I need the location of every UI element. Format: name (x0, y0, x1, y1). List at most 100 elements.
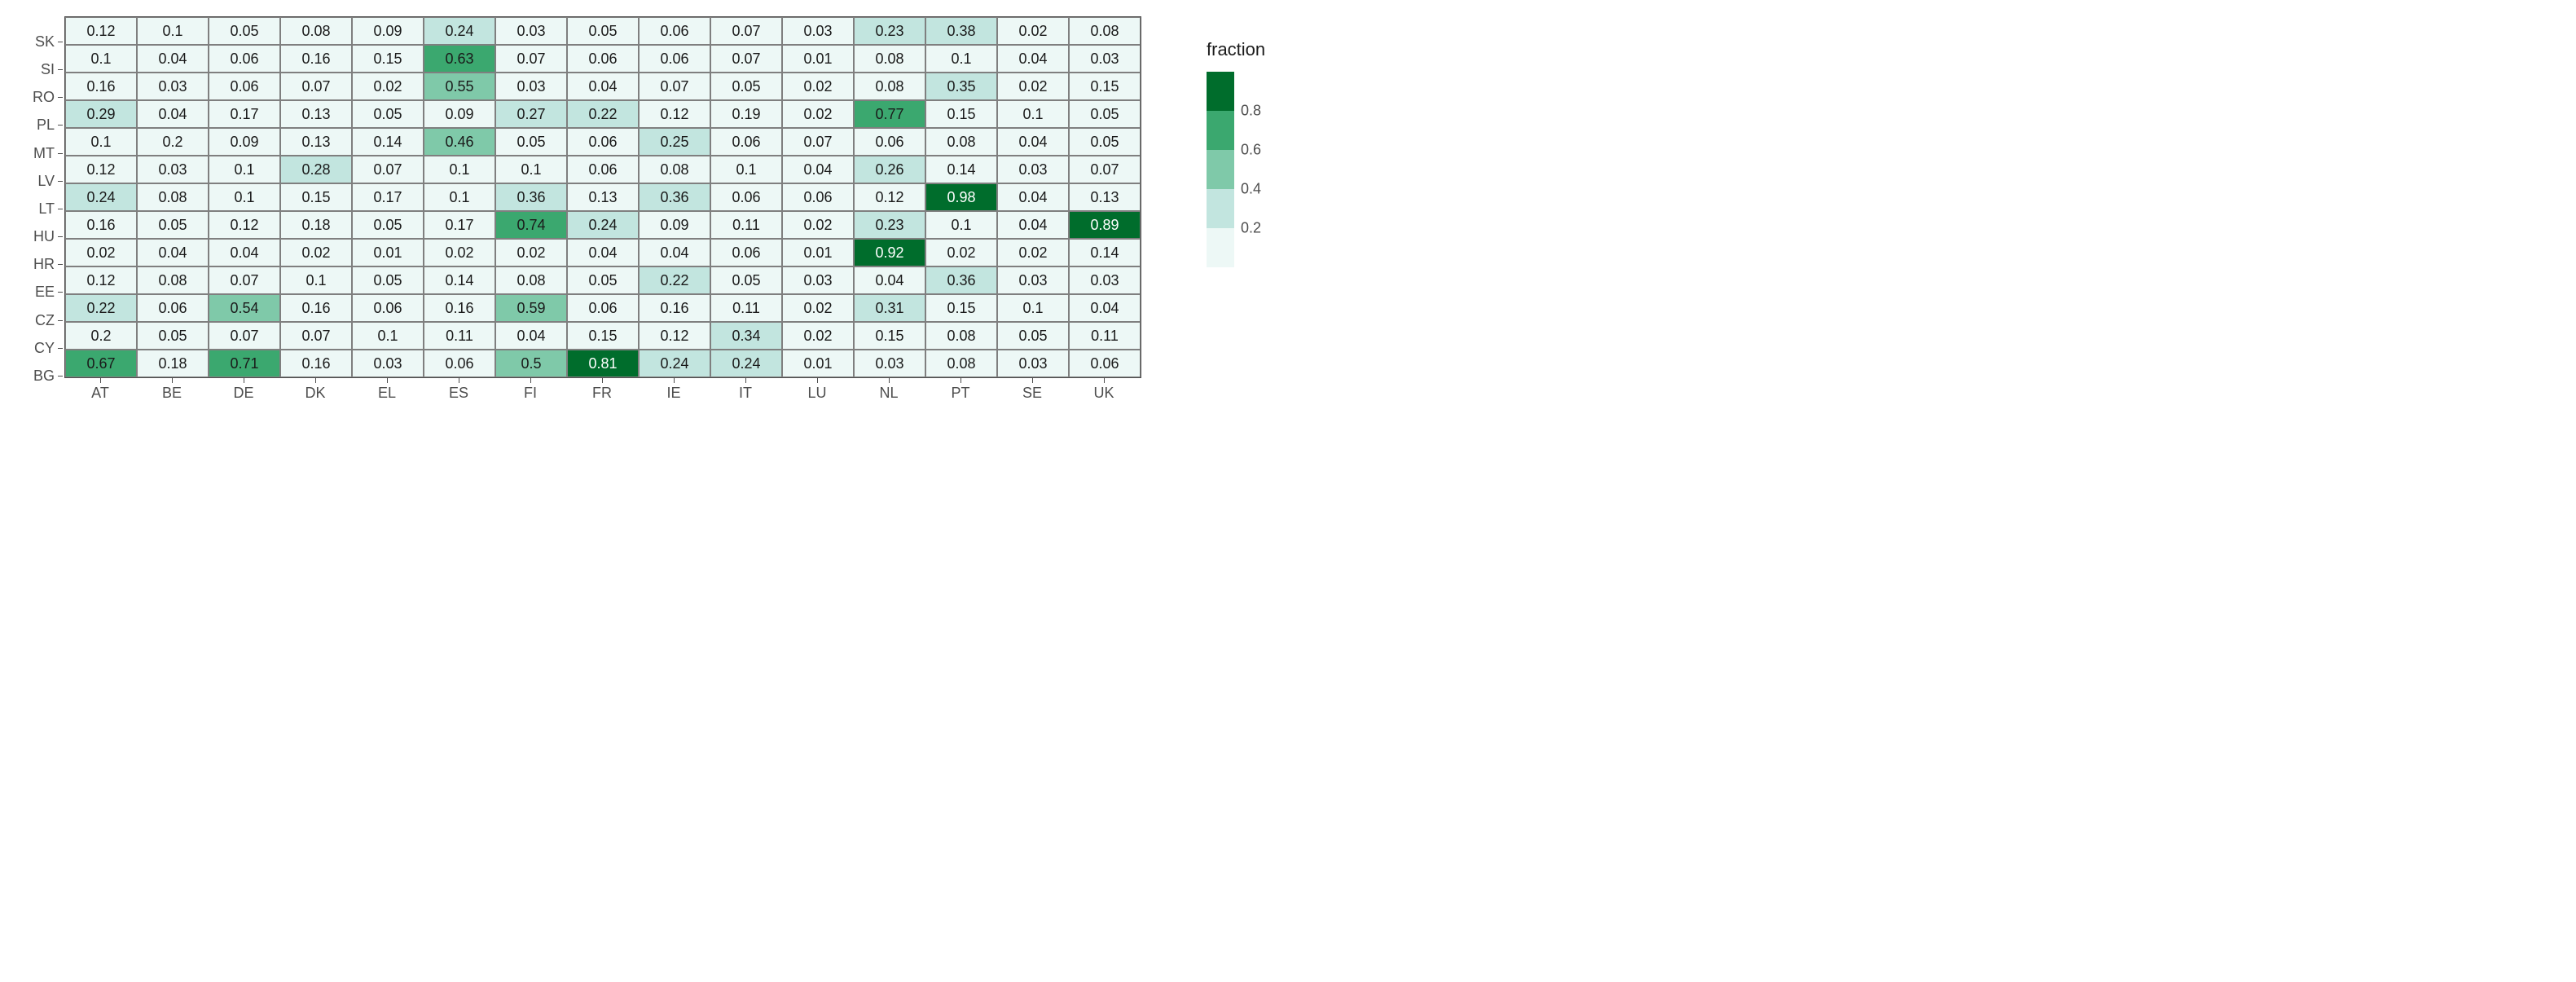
heatmap-cell: 0.06 (424, 350, 495, 377)
legend: fraction 0.80.60.40.2 (1207, 39, 1273, 267)
heatmap-cell: 0.35 (925, 73, 997, 100)
heatmap-cell: 0.14 (925, 156, 997, 183)
grid-and-x: 0.120.10.050.080.090.240.030.050.060.070… (64, 16, 1141, 402)
x-axis-tick: UK (1068, 378, 1140, 402)
y-axis-tick: CY (34, 334, 63, 362)
heatmap-cell: 0.06 (567, 156, 639, 183)
heatmap-grid: 0.120.10.050.080.090.240.030.050.060.070… (64, 16, 1141, 378)
heatmap-cell: 0.07 (639, 73, 710, 100)
y-axis-tick-mark (58, 376, 63, 377)
heatmap-cell: 0.07 (209, 266, 280, 294)
heatmap-cell: 0.11 (710, 211, 782, 239)
heatmap-cell: 0.17 (209, 100, 280, 128)
x-axis-tick: LU (781, 378, 853, 402)
heatmap-cell: 0.02 (495, 239, 567, 266)
heatmap-cell: 0.18 (280, 211, 352, 239)
heatmap-cell: 0.05 (710, 73, 782, 100)
y-axis-tick: LT (38, 195, 63, 222)
legend-tick-label: 0.8 (1241, 103, 1261, 120)
heatmap-cell: 0.04 (997, 211, 1069, 239)
heatmap-cell: 0.04 (137, 45, 209, 73)
heatmap-cell: 0.06 (1069, 350, 1141, 377)
heatmap-cell: 0.1 (424, 156, 495, 183)
heatmap-cell: 0.03 (782, 17, 854, 45)
heatmap-cell: 0.04 (567, 73, 639, 100)
heatmap-cell: 0.1 (925, 45, 997, 73)
legend-bar (1207, 72, 1234, 267)
heatmap-cell: 0.04 (137, 239, 209, 266)
heatmap-cell: 0.06 (782, 183, 854, 211)
y-axis-label: EE (35, 284, 58, 301)
y-axis: SKSIROPLMTLVLTHUHREECZCYBG (33, 29, 63, 390)
heatmap-cell: 0.12 (65, 266, 137, 294)
x-axis-tick-mark (745, 378, 746, 383)
heatmap-cell: 0.06 (710, 128, 782, 156)
heatmap-cell: 0.17 (352, 183, 424, 211)
heatmap-cell: 0.04 (567, 239, 639, 266)
heatmap-cell: 0.24 (639, 350, 710, 377)
heatmap-cell: 0.03 (854, 350, 925, 377)
y-axis-label: BG (33, 368, 58, 385)
y-axis-label: CY (34, 340, 58, 357)
heatmap-cell: 0.08 (925, 322, 997, 350)
heatmap-cell: 0.55 (424, 73, 495, 100)
y-axis-tick: SK (35, 29, 63, 56)
heatmap-cell: 0.03 (495, 17, 567, 45)
heatmap-cell: 0.07 (782, 128, 854, 156)
heatmap-cell: 0.03 (997, 266, 1069, 294)
heatmap-cell: 0.05 (1069, 128, 1141, 156)
heatmap-cell: 0.13 (280, 128, 352, 156)
legend-body: 0.80.60.40.2 (1207, 72, 1273, 267)
heatmap-cell: 0.12 (639, 322, 710, 350)
heatmap-cell: 0.02 (997, 239, 1069, 266)
heatmap-cell: 0.12 (65, 17, 137, 45)
heatmap-cell: 0.08 (854, 73, 925, 100)
heatmap-cell: 0.16 (280, 45, 352, 73)
heatmap-cell: 0.25 (639, 128, 710, 156)
heatmap-cell: 0.38 (925, 17, 997, 45)
heatmap-cell: 0.04 (997, 183, 1069, 211)
y-axis-tick-mark (58, 348, 63, 349)
heatmap-cell: 0.1 (209, 156, 280, 183)
heatmap-cell: 0.04 (854, 266, 925, 294)
heatmap-cell: 0.23 (854, 211, 925, 239)
heatmap-cell: 0.12 (854, 183, 925, 211)
heatmap-cell: 0.07 (495, 45, 567, 73)
heatmap-cell: 0.16 (280, 350, 352, 377)
heatmap-cell: 0.12 (65, 156, 137, 183)
heatmap-cell: 0.11 (424, 322, 495, 350)
x-axis-label: DK (305, 385, 325, 402)
x-axis-tick-mark (315, 378, 316, 383)
heatmap-cell: 0.07 (280, 73, 352, 100)
heatmap-cell: 0.05 (997, 322, 1069, 350)
heatmap-cell: 0.05 (352, 266, 424, 294)
heatmap-cell: 0.05 (137, 211, 209, 239)
heatmap-cell: 0.22 (639, 266, 710, 294)
legend-segment (1207, 72, 1234, 111)
heatmap-cell: 0.16 (280, 294, 352, 322)
heatmap-cell: 0.14 (424, 266, 495, 294)
x-axis-label: ES (449, 385, 468, 402)
y-axis-tick-mark (58, 292, 63, 293)
heatmap-cell: 0.11 (710, 294, 782, 322)
heatmap-cell: 0.08 (925, 128, 997, 156)
heatmap-cell: 0.36 (925, 266, 997, 294)
heatmap-cell: 0.92 (854, 239, 925, 266)
heatmap-cell: 0.16 (424, 294, 495, 322)
heatmap-cell: 0.06 (567, 128, 639, 156)
heatmap-cell: 0.05 (352, 100, 424, 128)
y-axis-tick: CZ (35, 306, 63, 334)
heatmap-cell: 0.04 (639, 239, 710, 266)
x-axis-tick: DE (208, 378, 279, 402)
heatmap-cell: 0.08 (495, 266, 567, 294)
x-axis-label: BE (162, 385, 182, 402)
heatmap-cell: 0.01 (782, 239, 854, 266)
legend-tick-label: 0.2 (1241, 220, 1261, 237)
y-axis-tick: RO (33, 84, 63, 112)
heatmap-cell: 0.89 (1069, 211, 1141, 239)
y-axis-tick-mark (58, 125, 63, 126)
heatmap-cell: 0.15 (280, 183, 352, 211)
heatmap-cell: 0.09 (352, 17, 424, 45)
heatmap-cell: 0.04 (209, 239, 280, 266)
x-axis-tick: FR (566, 378, 638, 402)
